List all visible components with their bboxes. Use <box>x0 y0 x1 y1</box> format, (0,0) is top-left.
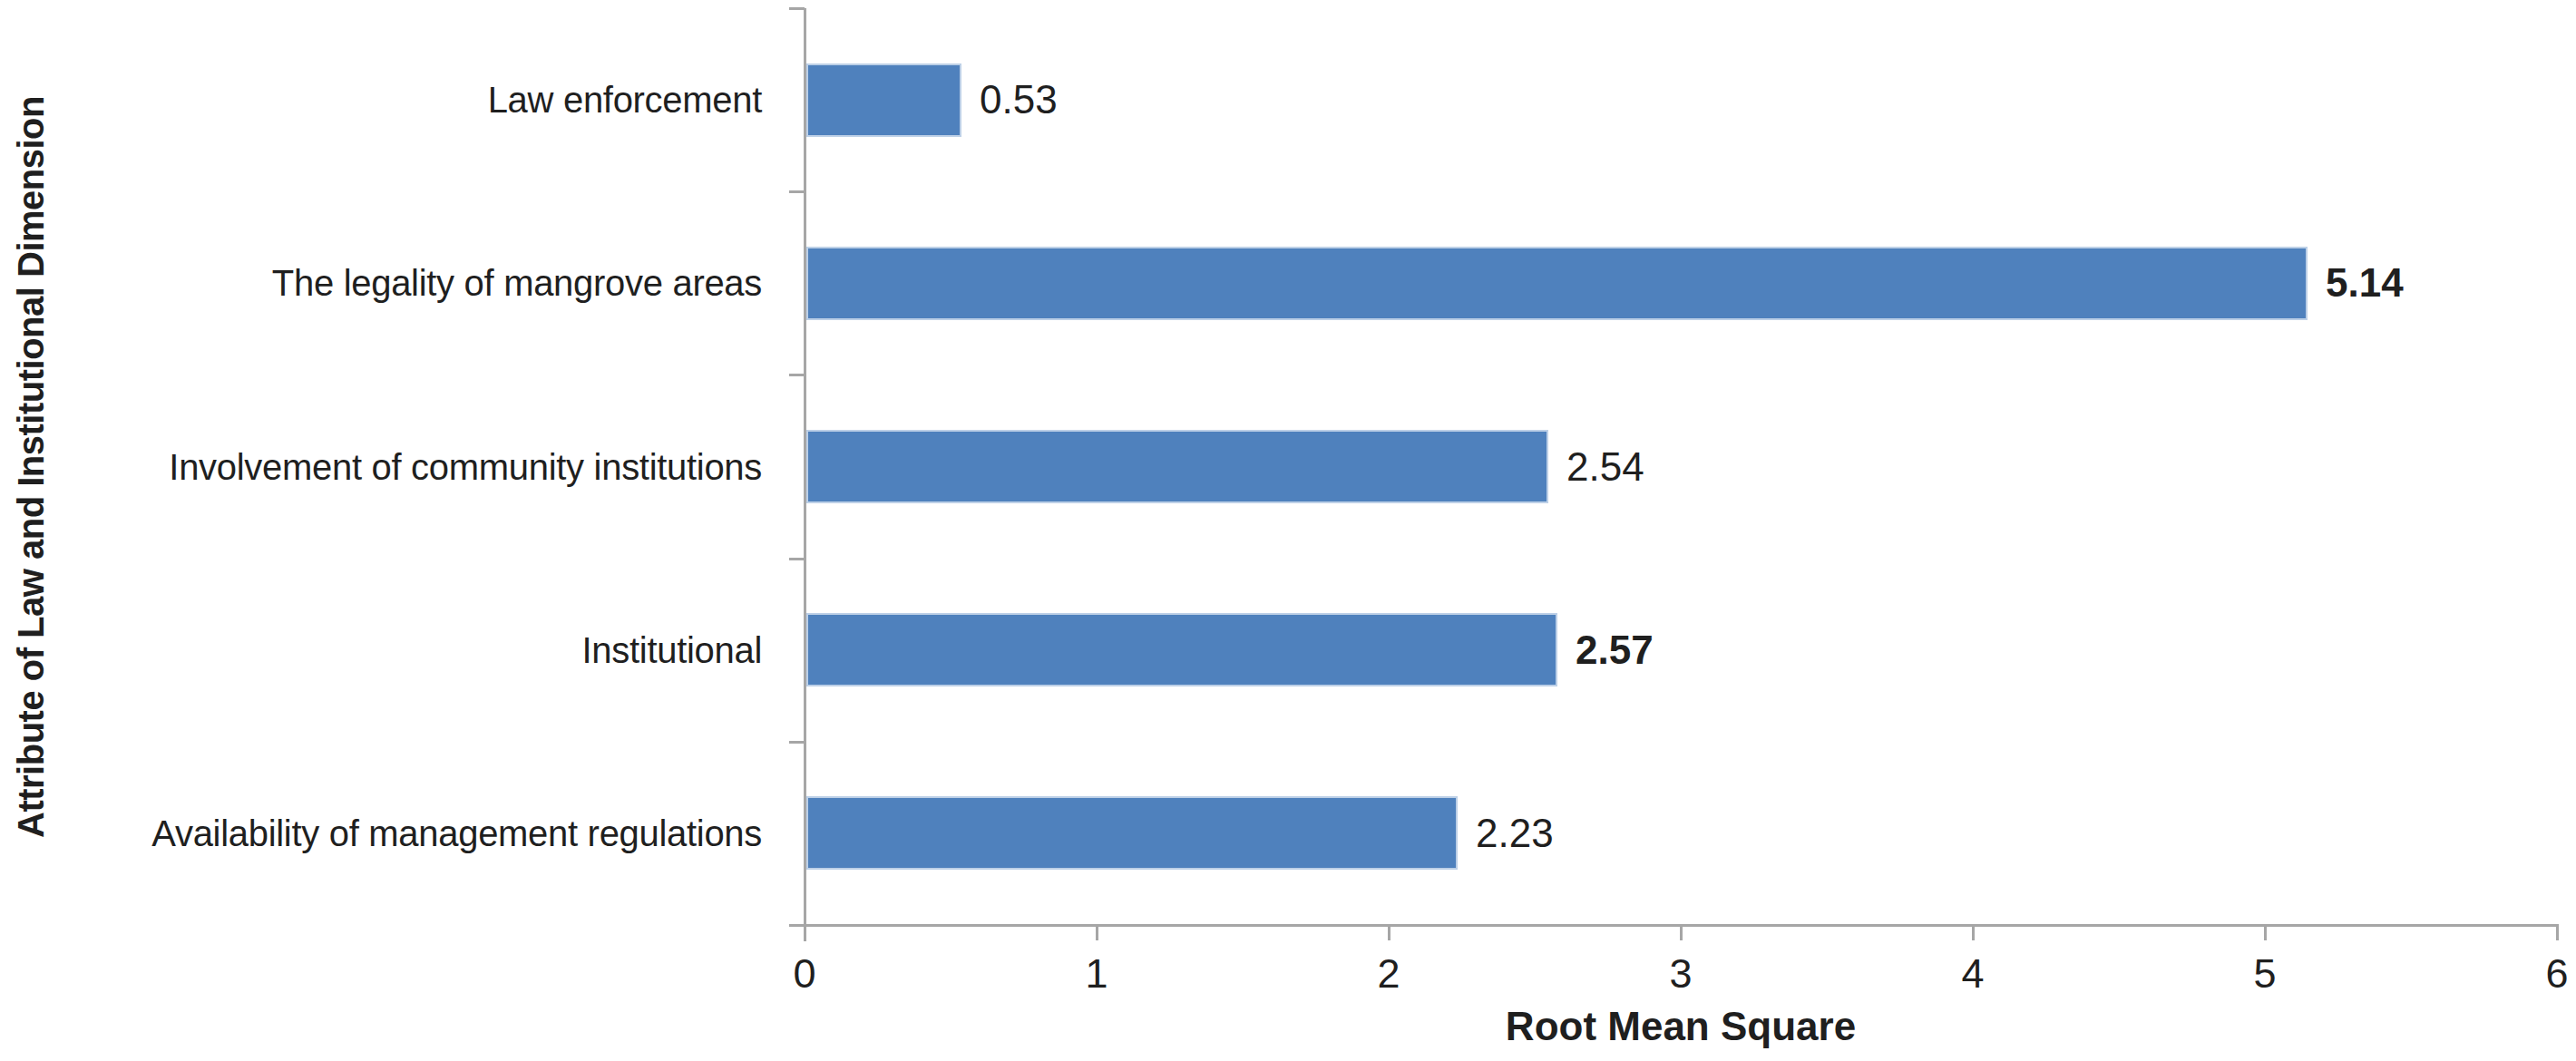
plot-area: 0 1 2 3 4 5 6 0.53 Law enforcement 5.14 The legali… <box>0 0 2576 1061</box>
bar-value-label: 2.57 <box>1576 623 1654 677</box>
bar-value-label: 5.14 <box>2326 256 2404 310</box>
bar <box>806 247 2308 320</box>
y-axis-tick <box>789 7 805 10</box>
bar-chart: Attribute of Law and Institutional Dimen… <box>0 0 2576 1061</box>
x-axis-tick <box>2556 925 2559 940</box>
y-axis-tick <box>789 558 805 560</box>
category-label: Institutional <box>0 621 762 679</box>
x-axis-tick <box>804 925 806 940</box>
category-label: Involvement of community institutions <box>0 438 762 496</box>
bar <box>806 430 1548 503</box>
bar-value-label: 2.23 <box>1476 806 1554 861</box>
x-axis-tick-label: 4 <box>1900 949 2045 999</box>
x-axis-tick-label: 0 <box>732 949 877 999</box>
y-axis-tick <box>789 190 805 193</box>
bar-value-label: 2.54 <box>1566 440 1644 494</box>
x-axis-tick-label: 1 <box>1024 949 1169 999</box>
x-axis-tick <box>1388 925 1390 940</box>
bar-value-label: 0.53 <box>980 73 1058 127</box>
x-axis-tick-label: 2 <box>1316 949 1461 999</box>
category-label: Law enforcement <box>0 71 762 129</box>
y-axis-tick <box>789 741 805 744</box>
x-axis-tick-label: 3 <box>1608 949 1753 999</box>
x-axis-tick <box>1972 925 1975 940</box>
category-label: The legality of mangrove areas <box>0 254 762 312</box>
x-axis-tick-label: 6 <box>2484 949 2576 999</box>
x-axis-tick <box>1096 925 1098 940</box>
x-axis-tick <box>2264 925 2267 940</box>
bar <box>806 63 961 137</box>
bar <box>806 613 1557 686</box>
x-axis-tick <box>1680 925 1683 940</box>
category-label: Availability of management regulations <box>0 804 762 862</box>
bar <box>806 796 1458 870</box>
y-axis-tick <box>789 924 805 927</box>
x-axis-tick-label: 5 <box>2192 949 2337 999</box>
y-axis-tick <box>789 374 805 376</box>
